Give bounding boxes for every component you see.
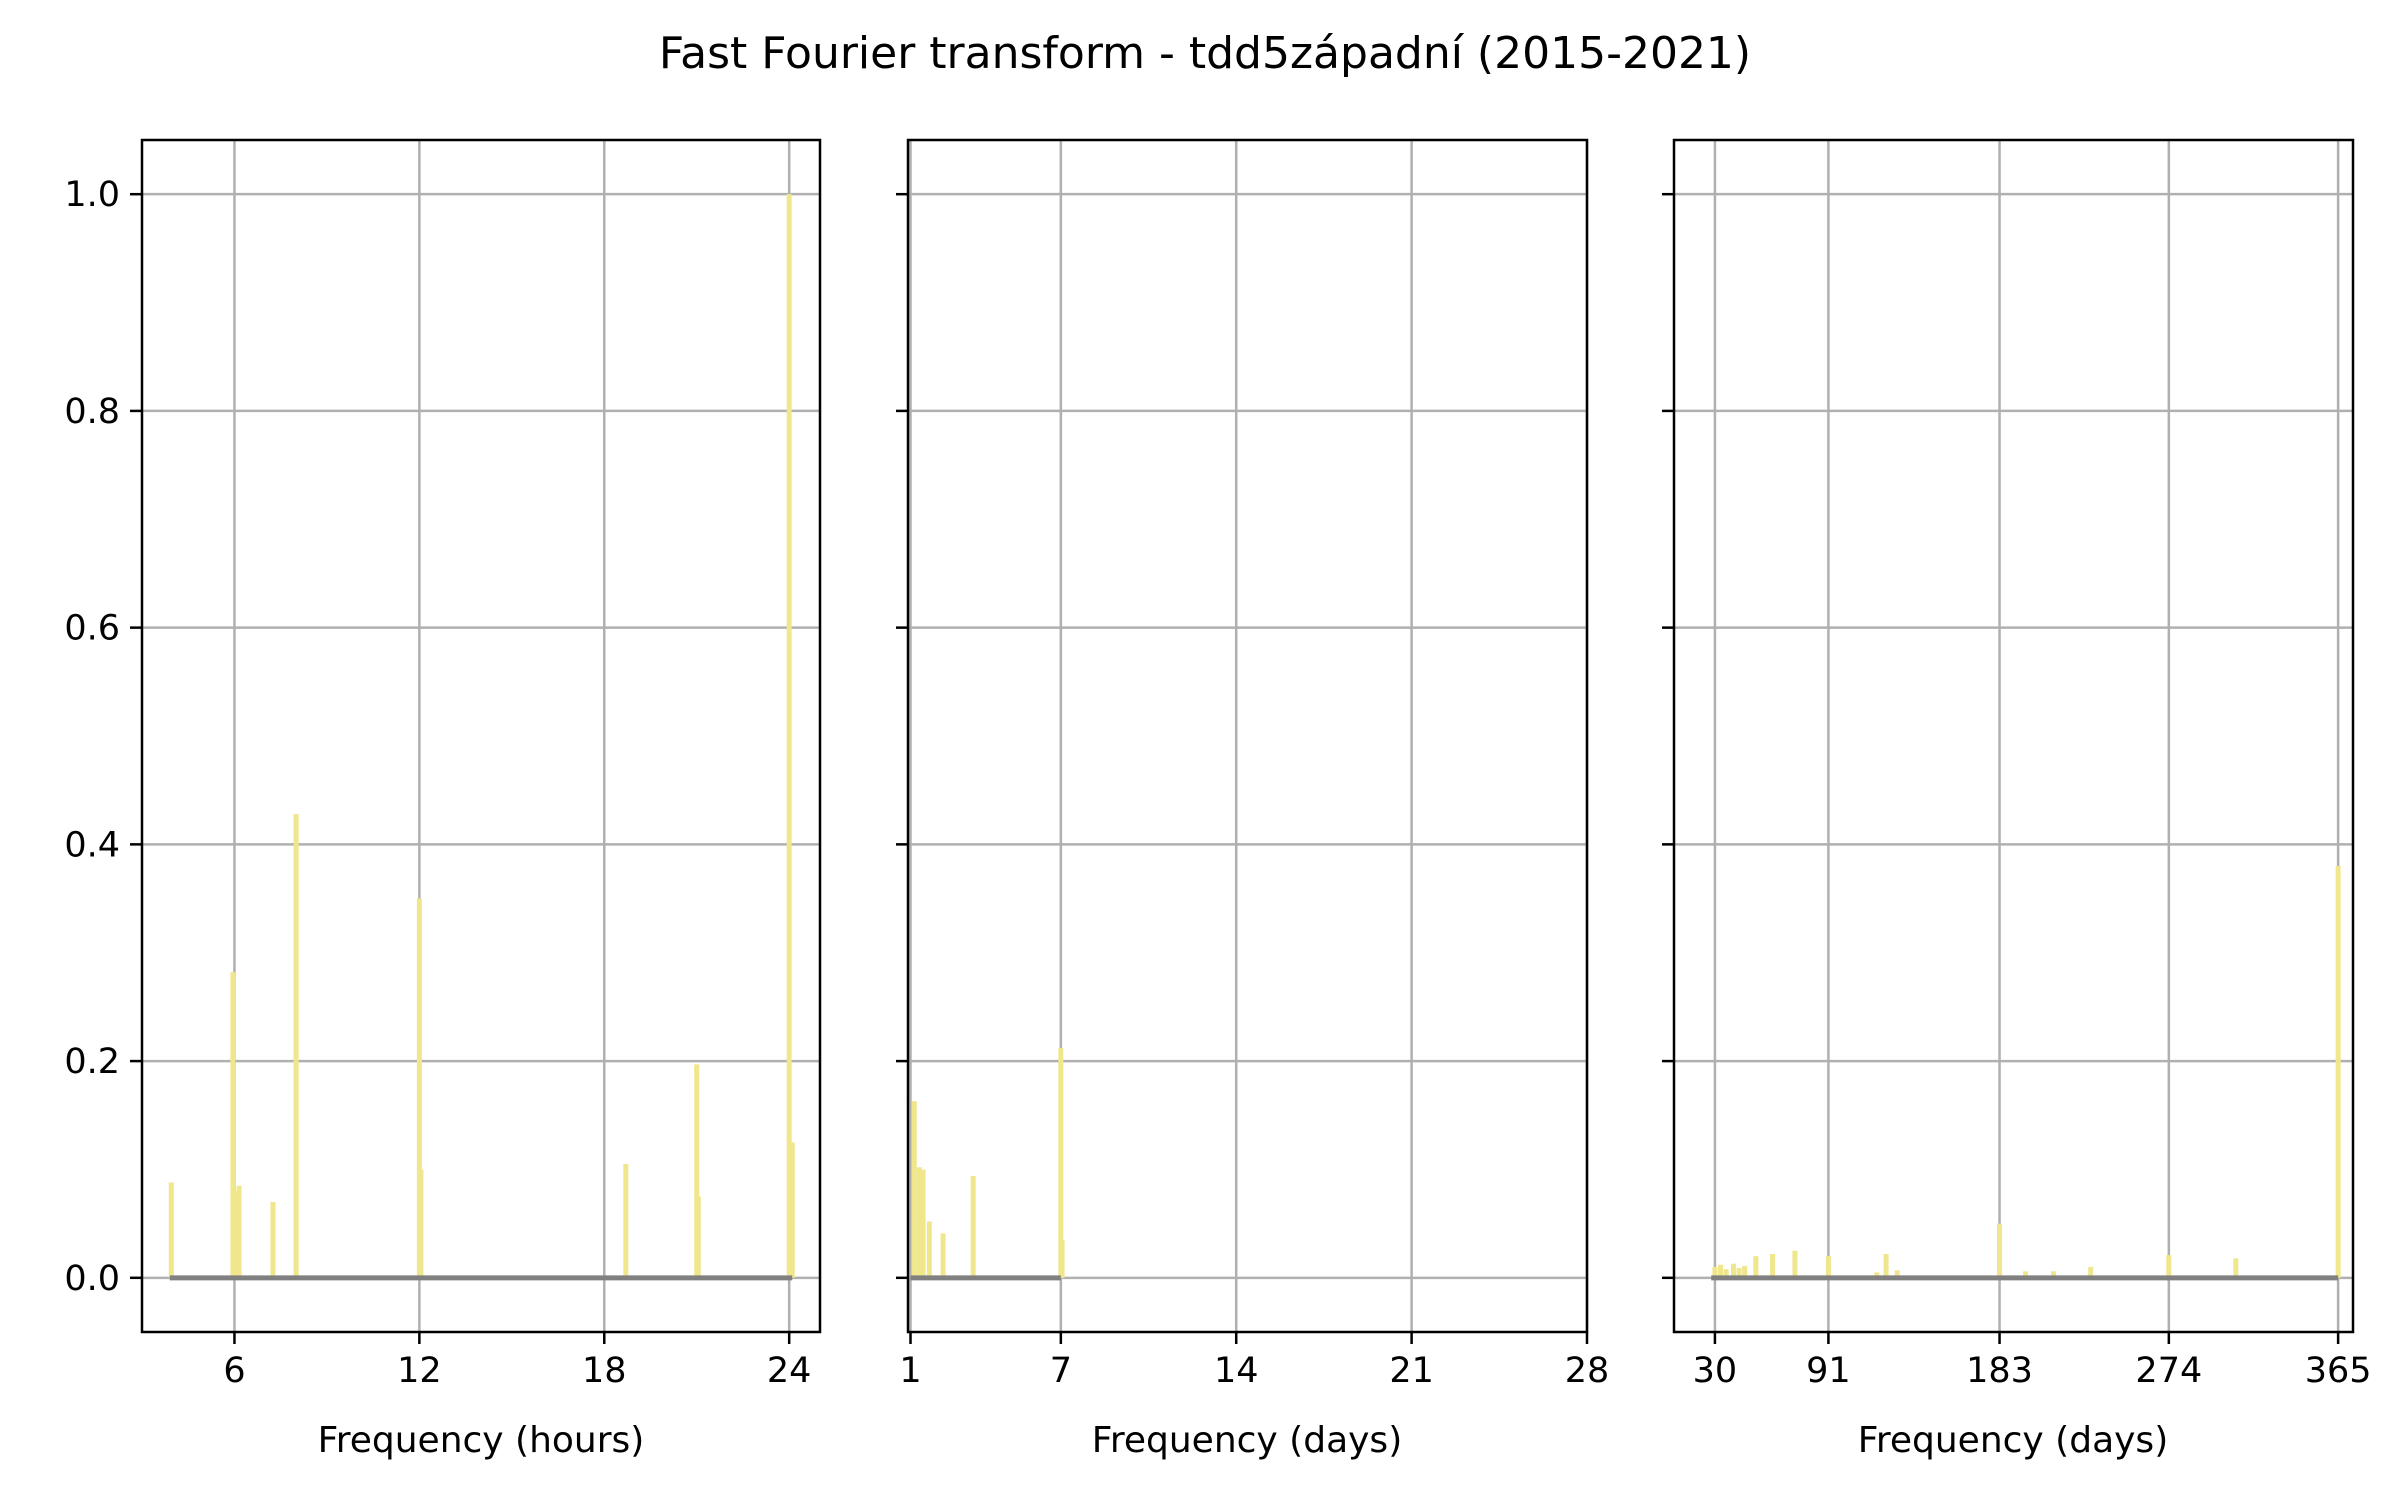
- x-tick-label: 365: [2305, 1351, 2372, 1391]
- x-tick-label: 30: [1693, 1351, 1738, 1391]
- y-tick-label: 0.2: [64, 1042, 120, 1082]
- subplot-days-week: 1 7 14 21 28 Frequency (days): [896, 138, 1610, 1461]
- figure-title: Fast Fourier transform - tdd5západní (20…: [659, 28, 1751, 79]
- subplot-days-year-xlabel: Frequency (days): [1858, 1420, 2168, 1461]
- x-tick-label: 7: [1050, 1351, 1072, 1391]
- x-tick-label: 14: [1214, 1351, 1259, 1391]
- subplot-days-year-frame: [1672, 138, 2355, 1334]
- x-tick-label: 18: [582, 1351, 627, 1391]
- x-tick-label: 274: [2135, 1351, 2202, 1391]
- x-tick-label: 6: [223, 1351, 245, 1391]
- y-tick-label: 1.0: [64, 175, 120, 215]
- subplot-hours-frame: [140, 138, 822, 1334]
- x-tick-label: 12: [397, 1351, 442, 1391]
- x-tick-label: 183: [1966, 1351, 2033, 1391]
- x-tick-label: 21: [1389, 1351, 1434, 1391]
- subplot-days-week-xlabel: Frequency (days): [1092, 1420, 1402, 1461]
- y-tick-label: 0.0: [64, 1259, 120, 1299]
- y-tick-label: 0.6: [64, 609, 120, 649]
- subplot-days-year: 30 91 183 274 365 Frequency (days): [1662, 138, 2372, 1461]
- x-tick-label: 91: [1806, 1351, 1851, 1391]
- x-tick-label: 1: [899, 1351, 921, 1391]
- y-tick-label: 0.4: [64, 825, 120, 865]
- y-tick-label: 0.8: [64, 392, 120, 432]
- subplot-hours-xlabel: Frequency (hours): [318, 1420, 645, 1461]
- x-tick-label: 24: [767, 1351, 812, 1391]
- x-tick-label: 28: [1565, 1351, 1610, 1391]
- subplot-days-week-frame: [906, 138, 1589, 1334]
- subplot-hours: 6 12 18 24 0.0 0.2 0.4 0.6 0.8 1.0 Frequency (hou…: [64, 138, 822, 1461]
